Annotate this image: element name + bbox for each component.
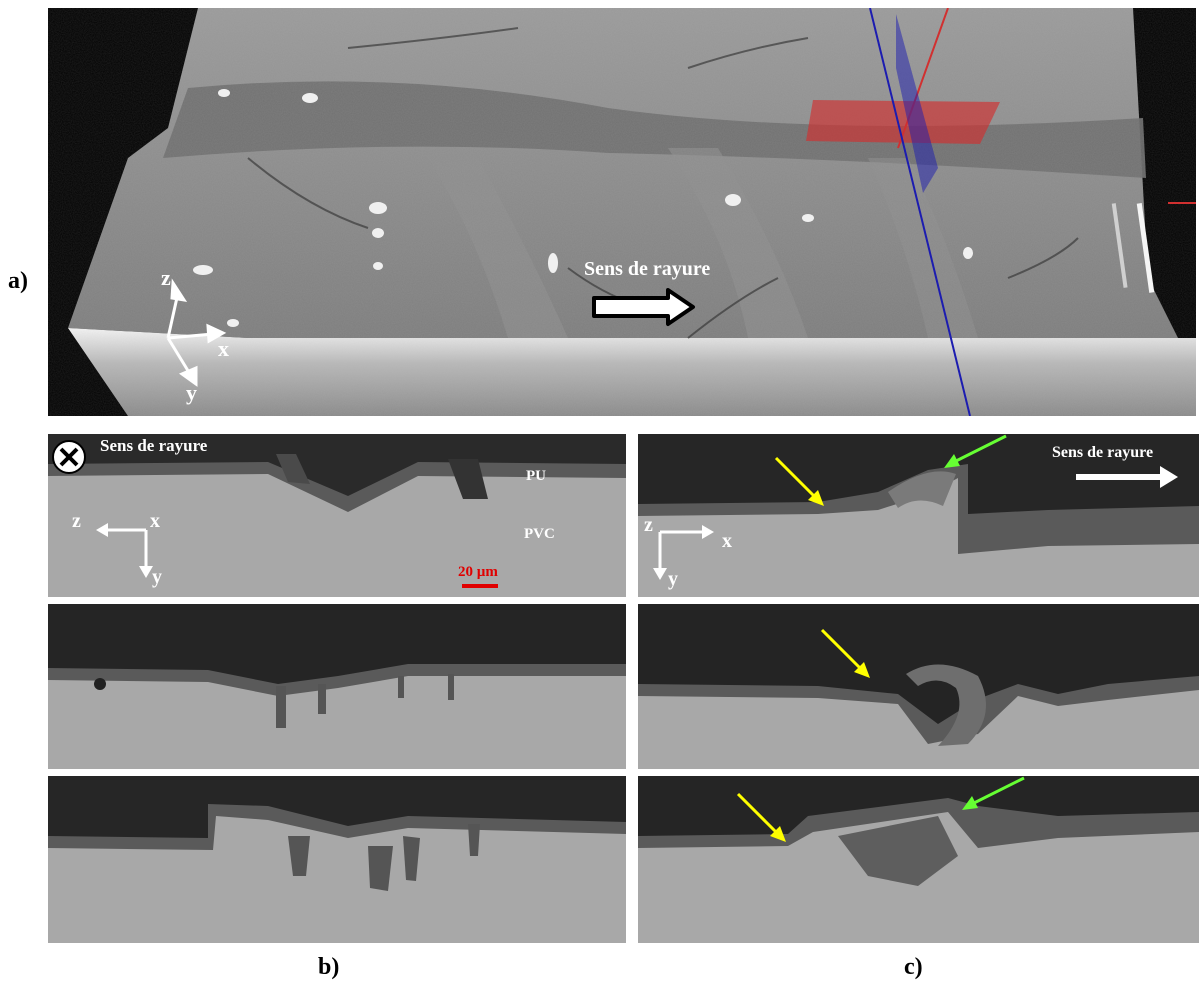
axis-label-x-a: x [218, 336, 229, 361]
cross-section-c1: Sens de rayure z x y [638, 434, 1199, 597]
cross-section-c3 [638, 776, 1199, 943]
axis-label-y-c: y [668, 568, 678, 590]
axis-label-z-c: z [644, 514, 653, 536]
red-cutting-plane [806, 100, 1000, 144]
scratch-direction-arrow-c [1076, 466, 1178, 488]
yellow-arrow-icon-3 [736, 792, 786, 842]
into-page-direction-icon [52, 440, 86, 474]
blue-cutting-plane [896, 14, 938, 193]
panel-label-c: c) [904, 954, 923, 980]
axis-label-z-b: z [72, 510, 81, 532]
scale-bar [462, 584, 498, 588]
tomography-3d-view: Sens de rayure z x y [48, 8, 1196, 416]
scratch-direction-label-b: Sens de rayure [100, 436, 208, 455]
yellow-arrow-icon [774, 456, 824, 506]
cross-section-c1-image [638, 434, 1199, 597]
axis-label-z-a: z [161, 265, 171, 290]
cross-section-b1-image [48, 434, 626, 597]
layer-label-pu: PU [526, 468, 546, 484]
scratch-direction-arrow [592, 288, 695, 326]
axis-label-y-b: y [152, 566, 162, 588]
scale-bar-label: 20 µm [458, 564, 498, 580]
cross-section-b1: Sens de rayure PU PVC z x y 20 µm [48, 434, 626, 597]
scratch-direction-label-c: Sens de rayure [1052, 444, 1154, 461]
tomography-3d-image [48, 8, 1196, 416]
axis-label-x-b: x [150, 510, 160, 532]
cross-section-b3-image [48, 776, 626, 943]
cross-section-c2-image [638, 604, 1199, 769]
axis-label-x-c: x [722, 530, 732, 552]
axes-b [96, 523, 153, 578]
yellow-arrow-icon-2 [820, 628, 870, 678]
axes-3d [166, 278, 227, 387]
cross-section-b2-image [48, 604, 626, 769]
cross-section-c3-image [638, 776, 1199, 943]
cross-section-c2 [638, 604, 1199, 769]
cross-section-b2 [48, 604, 626, 769]
layer-label-pvc: PVC [524, 526, 555, 542]
axis-label-y-a: y [186, 380, 197, 405]
panel-label-a: a) [8, 268, 28, 294]
panel-label-b: b) [318, 954, 340, 980]
green-arrow-icon [944, 434, 1007, 468]
scratch-direction-label-a: Sens de rayure [584, 258, 711, 280]
axes-c [653, 525, 714, 580]
green-arrow-icon-2 [962, 776, 1025, 810]
cross-section-b3 [48, 776, 626, 943]
